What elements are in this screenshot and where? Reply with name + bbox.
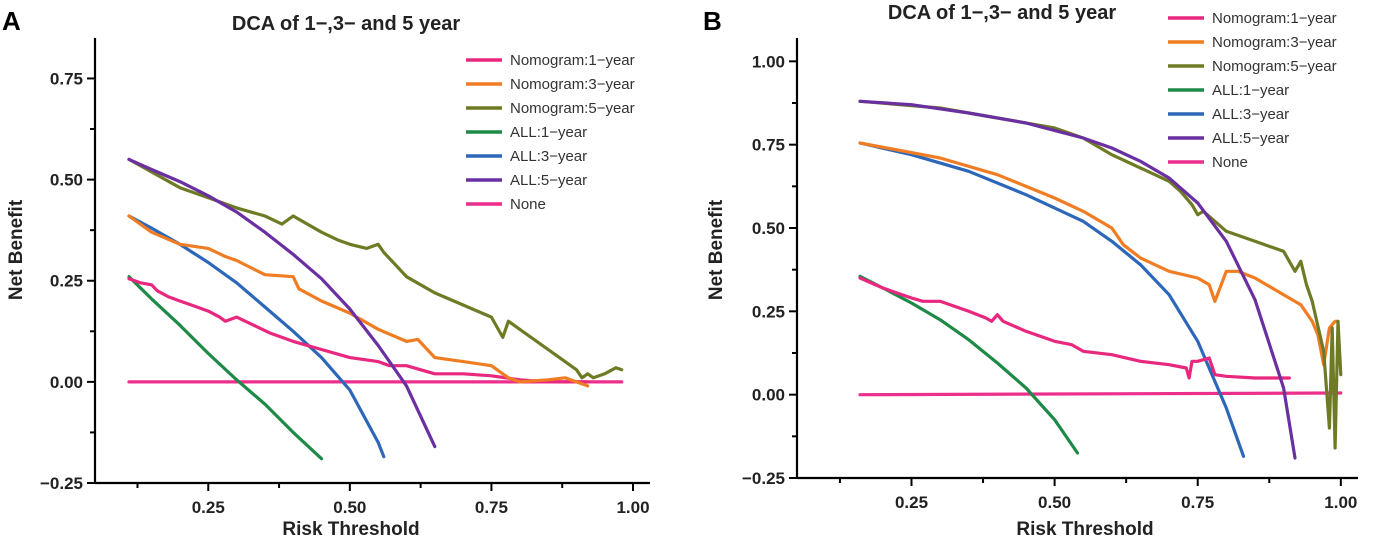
legend-label-none-b: None (1212, 154, 1248, 171)
y-tick-label-b: 0.25 (752, 302, 785, 321)
legend-label-all1-b: ALL:1−year (1212, 82, 1289, 99)
chart-title-a: DCA of 1−,3− and 5 year (232, 13, 460, 35)
legend-label-nomo3-a: Nomogram:3−year (510, 76, 635, 93)
series-line-all5-a (127, 157, 437, 449)
y-tick-label-b: 0.50 (752, 219, 785, 238)
x-tick-label-b: 0.75 (1181, 493, 1214, 512)
chart-title-b: DCA of 1−,3− and 5 year (888, 2, 1116, 24)
y-tick-label-a: 0.75 (50, 69, 83, 88)
series-line-nomo3-b (858, 141, 1340, 367)
series-line-nomo1-a (127, 277, 590, 384)
legend-label-all5-b: ALL:5−year (1212, 130, 1289, 147)
series-line-all3-a (127, 214, 386, 459)
panel-a: A DCA of 1−,3− and 5 year Risk Threshold… (2, 6, 650, 539)
legend-label-nomo1-b: Nomogram:1−year (1212, 10, 1337, 27)
legend-label-nomo5-b: Nomogram:5−year (1212, 58, 1337, 75)
legend-b: Nomogram:1−year Nomogram:3−year Nomogram:5… (1168, 10, 1337, 171)
series-line-nomo5-a (127, 157, 624, 380)
series-line-all5-b (858, 99, 1297, 460)
legend-label-all1-a: ALL:1−year (510, 124, 587, 141)
axes-a: −0.25 0.00 0.25 0.50 0.75 0.25 0.50 0.75 1.00 (40, 38, 650, 517)
plot-area-b (858, 99, 1343, 460)
y-tick-label-a: 0.00 (50, 373, 83, 392)
legend-a: Nomogram:1−year Nomogram:3−year Nomogram:5… (466, 52, 635, 213)
x-tick-label-a: 0.50 (333, 498, 366, 517)
legend-label-all3-b: ALL:3−year (1212, 106, 1289, 123)
panel-letter-b: B (703, 6, 722, 36)
x-axis-label-a: Risk Threshold (282, 519, 419, 539)
legend-label-all5-a: ALL:5−year (510, 172, 587, 189)
legend-label-nomo1-a: Nomogram:1−year (510, 52, 635, 69)
y-tick-label-a: 0.50 (50, 171, 83, 190)
series-line-nomo3-a (127, 214, 590, 388)
y-tick-label-b: −0.25 (742, 469, 785, 488)
y-axis-label-a: Net Benefit (6, 199, 27, 300)
x-tick-label-b: 1.00 (1324, 493, 1357, 512)
x-tick-label-b: 0.50 (1038, 493, 1071, 512)
y-tick-label-a: 0.25 (50, 272, 83, 291)
x-axis-label-b: Risk Threshold (1016, 519, 1153, 539)
panel-letter-a: A (2, 6, 21, 36)
x-tick-label-a: 1.00 (616, 498, 649, 517)
legend-label-nomo5-a: Nomogram:5−year (510, 100, 635, 117)
y-axis-label-b: Net Benefit (706, 199, 727, 300)
legend-label-nomo3-b: Nomogram:3−year (1212, 34, 1337, 51)
panel-b: B DCA of 1−,3− and 5 year Risk Threshold… (703, 2, 1358, 539)
series-line-all3-b (858, 141, 1246, 458)
plot-area-a (127, 157, 624, 461)
y-tick-label-a: −0.25 (40, 474, 83, 493)
x-tick-label-a: 0.25 (192, 498, 225, 517)
axes-b: −0.25 0.00 0.25 0.50 0.75 1.00 0.25 0.50 0.75 1.0… (742, 38, 1358, 512)
y-tick-label-b: 1.00 (752, 52, 785, 71)
series-line-none-b (858, 391, 1343, 397)
x-tick-label-a: 0.75 (475, 498, 508, 517)
y-tick-label-b: 0.75 (752, 136, 785, 155)
legend-label-none-a: None (510, 196, 546, 213)
legend-label-all3-a: ALL:3−year (510, 148, 587, 165)
x-tick-label-b: 0.25 (895, 493, 928, 512)
series-line-nomo1-b (858, 276, 1291, 380)
y-tick-label-b: 0.00 (752, 386, 785, 405)
series-line-all1-b (858, 274, 1080, 455)
series-line-all1-a (127, 275, 324, 461)
